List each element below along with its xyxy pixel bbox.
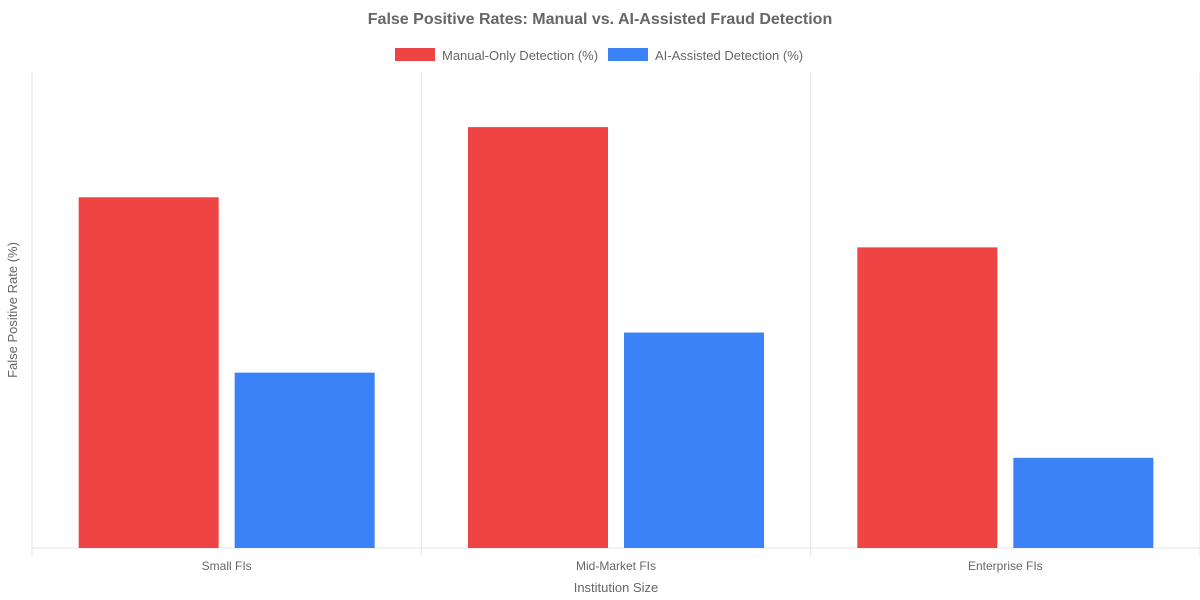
bar-ai-2[interactable] [1013, 457, 1154, 548]
grid [31, 72, 1200, 556]
x-tick-label: Mid-Market FIs [576, 559, 656, 573]
x-tick-label: Small FIs [202, 559, 252, 573]
bar-ai-0[interactable] [234, 372, 375, 548]
chart-title: False Positive Rates: Manual vs. AI-Assi… [368, 11, 832, 28]
legend-swatch-ai[interactable] [608, 48, 648, 61]
bar-ai-1[interactable] [624, 332, 764, 548]
x-tick-label: Enterprise FIs [968, 559, 1043, 573]
bar-manual-1[interactable] [468, 127, 608, 549]
legend-label-manual[interactable]: Manual-Only Detection (%) [442, 48, 598, 63]
bars [78, 127, 1154, 549]
legend-swatch-manual[interactable] [395, 48, 435, 61]
bar-manual-0[interactable] [78, 197, 219, 548]
legend: Manual-Only Detection (%) AI-Assisted De… [395, 48, 803, 63]
bar-manual-2[interactable] [857, 247, 998, 549]
legend-label-ai[interactable]: AI-Assisted Detection (%) [655, 48, 803, 63]
y-axis-title: False Positive Rate (%) [5, 242, 20, 378]
x-axis: Small FIs Mid-Market FIs Enterprise FIs [202, 559, 1043, 573]
x-axis-title: Institution Size [574, 580, 659, 595]
